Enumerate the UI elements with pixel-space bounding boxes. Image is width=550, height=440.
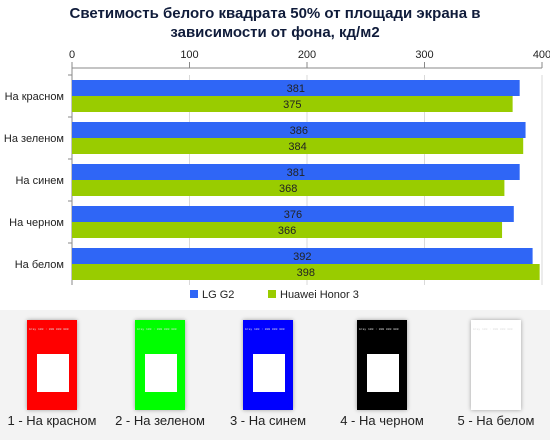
category-label: На синем [15, 175, 64, 187]
chart-panel: Светимость белого квадрата 50% от площад… [0, 4, 550, 301]
bar [72, 206, 514, 222]
bar [72, 222, 503, 238]
phone-screenshot: Gray 100 : 000 000 000 [27, 320, 77, 410]
data-label: 368 [279, 183, 297, 195]
category-label: На зеленом [4, 133, 64, 145]
phone-screen-caption: Gray 100 : 000 000 000 [473, 328, 513, 331]
bar-chart: 0 100 200 300 400 На красном 381 375 На зеленом 3… [4, 49, 550, 301]
phone-screenshot: Gray 100 : 000 000 000 [135, 320, 185, 410]
bar [72, 164, 520, 180]
chart-title-line-1: Светимость белого квадрата 50% от площад… [69, 5, 481, 22]
phone-screen-caption: Gray 100 : 000 000 000 [359, 328, 399, 331]
phone-label: 4 - На черном [340, 413, 424, 428]
data-label: 381 [287, 167, 305, 179]
data-label: 375 [283, 99, 301, 111]
data-label: 366 [278, 225, 296, 237]
legend-label: Huawei Honor 3 [280, 289, 359, 301]
data-label: 386 [290, 125, 308, 137]
phone-screen-caption: Gray 100 : 000 000 000 [137, 328, 177, 331]
phone-label: 5 - На белом [457, 413, 535, 428]
bar [72, 80, 520, 96]
legend-swatch [268, 290, 276, 298]
white-square [37, 354, 69, 392]
category-label: На красном [5, 91, 64, 103]
phone-label: 2 - На зеленом [115, 413, 205, 428]
bar [72, 138, 524, 154]
legend-swatch [190, 290, 198, 298]
phone-screenshot: Gray 100 : 000 000 000 [471, 320, 521, 410]
x-tick-label: 100 [180, 49, 198, 61]
white-square [253, 354, 285, 392]
phone-screen-caption: Gray 100 : 000 000 000 [29, 328, 69, 331]
white-square [145, 354, 177, 392]
x-tick-label: 200 [298, 49, 316, 61]
bar [72, 96, 513, 112]
phone-label: 3 - На синем [229, 413, 307, 428]
bar [72, 122, 526, 138]
legend-label: LG G2 [202, 289, 234, 301]
x-tick-label: 300 [415, 49, 433, 61]
chart-title-line-2: зависимости от фона, кд/м2 [170, 24, 380, 41]
bar [72, 248, 533, 264]
phone-screenshot: Gray 100 : 000 000 000 [357, 320, 407, 410]
data-label: 398 [297, 267, 315, 279]
category-label: На белом [15, 259, 64, 271]
bar [72, 180, 505, 196]
phone-screenshots-panel: Gray 100 : 000 000 000 1 - На красном Gray… [0, 310, 550, 440]
data-label: 376 [284, 209, 302, 221]
phone-label: 1 - На красном [7, 413, 97, 428]
chart-title: Светимость белого квадрата 50% от площад… [0, 4, 550, 42]
x-tick-label: 0 [69, 49, 75, 61]
bar [72, 264, 540, 280]
phone-screen-caption: Gray 100 : 000 000 000 [245, 328, 285, 331]
data-label: 392 [293, 251, 311, 263]
x-tick-label: 400 [533, 49, 550, 61]
white-square [367, 354, 399, 392]
data-label: 381 [287, 83, 305, 95]
data-label: 384 [288, 141, 306, 153]
category-label: На черном [9, 217, 64, 229]
phone-screenshot: Gray 100 : 000 000 000 [243, 320, 293, 410]
